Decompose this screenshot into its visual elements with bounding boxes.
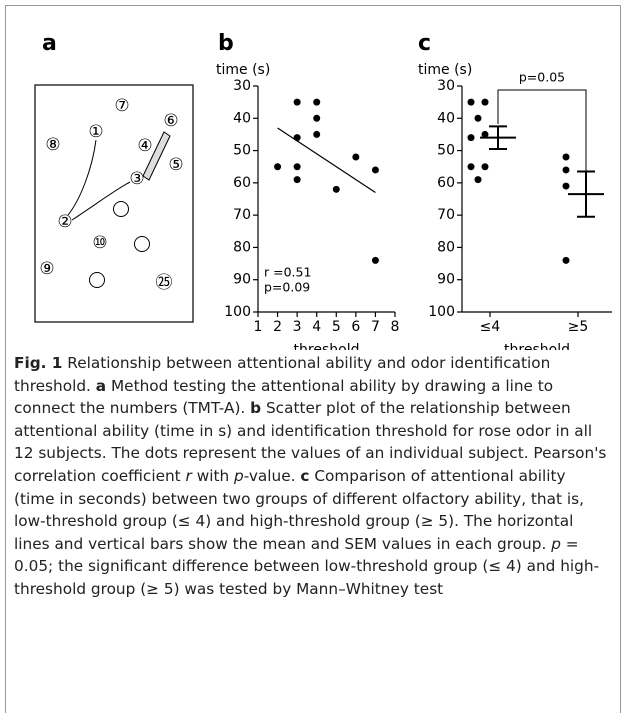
caption-text: Comparison of attentional ability (time … [14,466,584,553]
y-tick-label: 50 [437,143,455,159]
data-point [562,256,570,264]
x-tick-label: 4 [312,319,321,335]
data-point [313,98,321,106]
trend-line [277,127,376,194]
y-tick-label: 30 [437,78,455,94]
pencil [142,131,171,181]
caption-text: Relationship between attentional ability… [14,354,551,395]
annotation: p=0.05 [519,70,565,85]
data-point [467,134,475,142]
tmt-node: ③ [129,169,144,189]
drawn-line [67,139,97,216]
tmt-node: ㉕ [156,273,173,293]
caption-label: a [95,376,107,395]
data-point [371,256,379,264]
caption-label: c [300,466,310,485]
caption-symbol: p [234,466,244,485]
caption-text: Scatter plot of the relationship between… [14,399,607,485]
data-point [481,163,489,171]
tmt-sheet [34,84,194,323]
tmt-node: ⑥ [163,111,178,131]
x-axis-label: threshold [504,342,570,350]
data-point [293,134,301,142]
data-point [474,176,482,184]
data-point [562,182,570,190]
x-tick-label: ≤4 [480,319,501,335]
panel-label: b [218,31,234,56]
y-tick-label: 80 [233,239,251,255]
empty-node [89,272,105,288]
caption: Fig. 1 Relationship between attentional … [14,352,610,601]
caption-text: Method testing the attentional ability b… [14,376,554,418]
y-tick-label: 90 [437,272,455,288]
x-tick-label: 3 [293,319,302,335]
figure-panels: a b c ⑦① ⑥ ⑧ ④ ③ ⑤ ②⑩ ⑨ ㉕ 30 40 50 60 70 80 90 100 time (… [34,31,612,350]
annotation: r =0.51 [264,265,311,280]
y-tick-label: 40 [437,110,455,126]
y-tick-label: 60 [437,175,455,191]
x-tick-label: 7 [371,319,380,335]
y-tick-label: 80 [437,239,455,255]
tmt-node: ⑧ [45,135,60,155]
x-tick-label: ≥5 [568,319,589,335]
panel-label: a [42,31,57,56]
data-point [562,166,570,174]
caption-text: -value. [243,466,301,485]
caption-label: b [250,399,262,418]
data-point [293,176,301,184]
y-tick-label: 40 [233,110,251,126]
annotation: p=0.09 [264,280,310,295]
y-tick-label: 90 [233,272,251,288]
tmt-node: ⑤ [168,155,183,175]
y-tick-label: 100 [224,304,251,320]
data-point [467,98,475,106]
x-axis-label: threshold [294,342,360,350]
data-point [313,130,321,138]
x-tick-label: 2 [273,319,282,335]
x-tick-label: 1 [254,319,263,335]
x-tick-label: 8 [391,319,400,335]
caption-fig: Fig. 1 [14,354,63,372]
data-point [562,153,570,161]
empty-node [134,236,150,252]
y-tick-label: 50 [233,143,251,159]
data-point [332,185,340,193]
data-point [274,163,282,171]
caption-text: with [191,466,235,485]
caption-symbol: p [551,534,561,553]
y-tick-label: 60 [233,175,251,191]
data-point [467,163,475,171]
tmt-node: ⑨ [39,259,54,279]
data-point [474,114,482,122]
data-point [352,153,360,161]
data-point [293,98,301,106]
empty-node [113,201,129,217]
data-point [481,130,489,138]
data-point [371,166,379,174]
sem-bar [489,125,507,150]
drawn-line [71,181,131,221]
significance-bracket [497,89,587,172]
data-point [293,163,301,171]
tmt-node: ① [88,122,103,142]
y-tick-label: 100 [428,304,455,320]
data-point [481,98,489,106]
x-tick-label: 6 [351,319,360,335]
tmt-node: ④ [137,136,152,156]
caption-text: = 0.05; the significant difference betwe… [14,534,600,598]
y-tick-label: 30 [233,78,251,94]
panel-label: c [418,31,431,56]
tmt-node: ⑩ [92,233,107,253]
y-tick-label: 70 [437,207,455,223]
x-tick-label: 5 [332,319,341,335]
data-point [313,114,321,122]
y-tick-label: 70 [233,207,251,223]
caption-symbol: r [185,466,192,485]
tmt-node: ② [57,212,72,232]
tmt-node: ⑦ [114,96,129,116]
y-axis-label: time (s) [418,62,472,78]
y-axis-label: time (s) [216,62,270,78]
figure-frame [5,5,621,713]
